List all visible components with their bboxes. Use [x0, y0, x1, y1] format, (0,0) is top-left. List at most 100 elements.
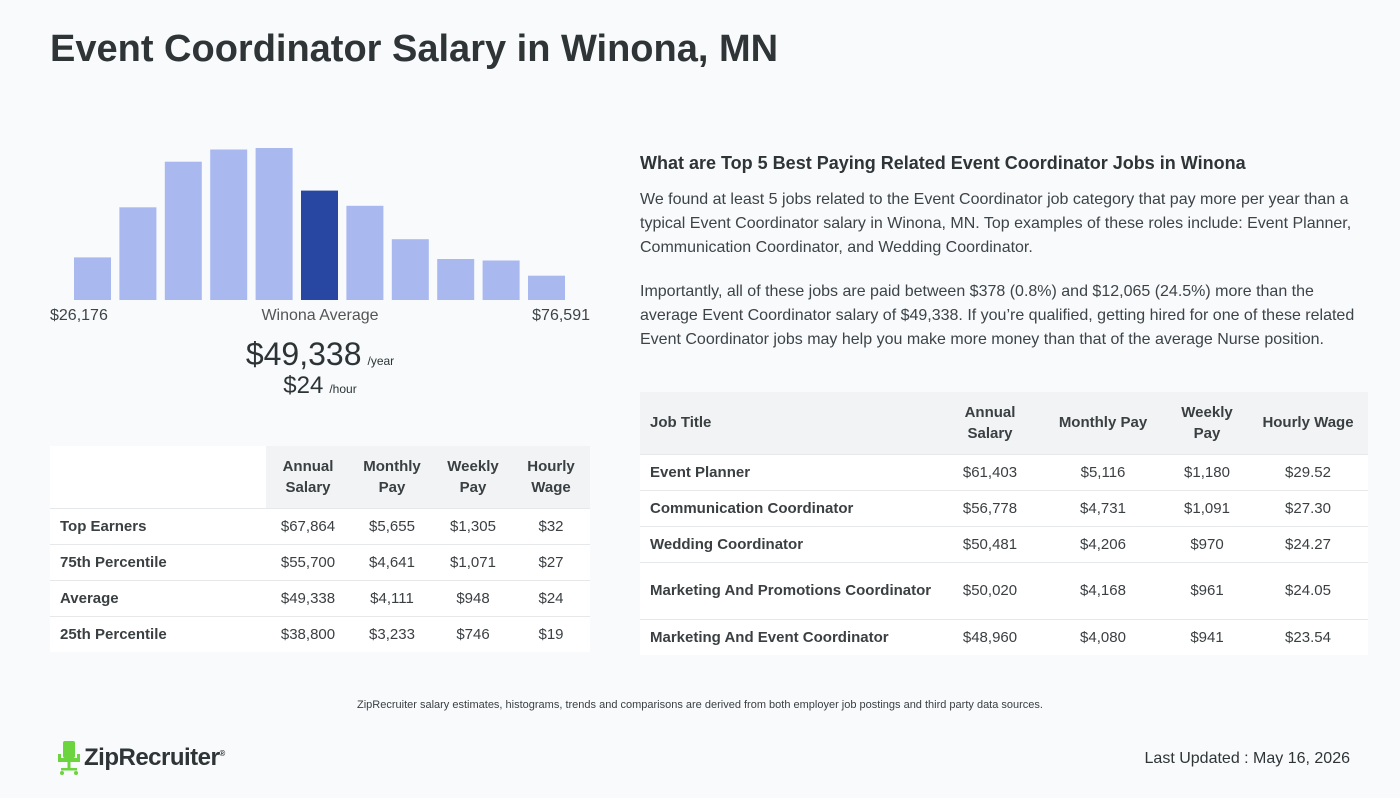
table-cell: $5,655 — [350, 507, 434, 544]
table-cell: $1,180 — [1166, 453, 1248, 490]
table-cell: $24.27 — [1248, 525, 1368, 562]
histogram-bar — [210, 149, 248, 300]
histogram-bar — [437, 259, 475, 300]
histogram-min-label: $26,176 — [50, 307, 108, 324]
table-row: Communication Coordinator $56,778 $4,731 $1… — [640, 489, 1368, 526]
table-cell: $5,116 — [1040, 453, 1166, 490]
row-label: Wedding Coordinator — [640, 525, 940, 562]
header-cell: Job Title — [640, 392, 940, 454]
histogram-chart — [74, 148, 565, 300]
header-cell: Annual Salary — [940, 392, 1040, 454]
table-row: Event Planner $61,403 $5,116 $1,180 $29.52 — [640, 453, 1368, 490]
related-jobs-heading: What are Top 5 Best Paying Related Event… — [640, 153, 1246, 173]
histogram-bar — [164, 161, 202, 300]
table-cell: $4,731 — [1040, 489, 1166, 526]
table-cell: $970 — [1166, 525, 1248, 562]
table-row: 75th Percentile $55,700 $4,641 $1,071 $27 — [50, 543, 590, 580]
row-label: Average — [50, 579, 266, 616]
table-cell: $50,020 — [940, 561, 1040, 619]
disclaimer: ZipRecruiter salary estimates, histogram… — [357, 699, 1043, 711]
histogram-max-label: $76,591 — [532, 307, 590, 324]
table-cell: $55,700 — [266, 543, 350, 580]
table-row: Marketing And Promotions Coordinator $50,… — [640, 561, 1368, 619]
table-cell: $61,403 — [940, 453, 1040, 490]
histogram-bar — [255, 148, 293, 300]
last-updated: Last Updated : May 16, 2026 — [1144, 750, 1350, 767]
header-cell — [50, 446, 266, 508]
ziprecruiter-logo[interactable]: ZipRecruiter® — [58, 740, 225, 776]
row-label: Event Planner — [640, 453, 940, 490]
row-label: Marketing And Event Coordinator — [640, 618, 940, 655]
chair-icon — [58, 741, 80, 775]
row-label: Communication Coordinator — [640, 489, 940, 526]
table-cell: $19 — [512, 615, 590, 652]
histogram-labels: $26,176 Winona Average $76,591 — [50, 307, 590, 327]
table-cell: $27 — [512, 543, 590, 580]
percentile-table-header: Annual Salary Monthly Pay Weekly Pay Hou… — [50, 446, 590, 508]
related-jobs-paragraph-2: Importantly, all of these jobs are paid … — [640, 283, 1355, 348]
histogram-bar — [391, 239, 429, 300]
table-cell: $4,168 — [1040, 561, 1166, 619]
histogram-bar-average — [301, 190, 338, 300]
hourly-pay-unit: /hour — [329, 382, 357, 396]
table-cell: $24 — [512, 579, 590, 616]
table-cell: $23.54 — [1248, 618, 1368, 655]
table-cell: $3,233 — [350, 615, 434, 652]
table-cell: $4,111 — [350, 579, 434, 616]
table-cell: $32 — [512, 507, 590, 544]
row-label: 25th Percentile — [50, 615, 266, 652]
table-row: Top Earners $67,864 $5,655 $1,305 $32 — [50, 507, 590, 544]
table-row: Average $49,338 $4,111 $948 $24 — [50, 579, 590, 616]
header-cell: Weekly Pay — [1166, 392, 1248, 454]
salary-histogram — [50, 130, 590, 300]
registered-mark: ® — [219, 749, 225, 758]
table-cell: $48,960 — [940, 618, 1040, 655]
table-row: 25th Percentile $38,800 $3,233 $746 $19 — [50, 615, 590, 652]
row-label: 75th Percentile — [50, 543, 266, 580]
histogram-bar — [119, 207, 157, 300]
header-cell: Weekly Pay — [434, 446, 512, 508]
table-cell: $1,071 — [434, 543, 512, 580]
annual-pay-unit: /year — [367, 354, 395, 368]
row-label: Top Earners — [50, 507, 266, 544]
table-row: Marketing And Event Coordinator $48,960 $4… — [640, 618, 1368, 655]
annual-pay-value: $49,338 — [245, 336, 362, 372]
histogram-average-label: Winona Average — [261, 307, 379, 324]
table-cell: $948 — [434, 579, 512, 616]
annual-pay: $49,338/year — [50, 336, 590, 373]
hourly-pay: $24/hour — [50, 372, 590, 400]
histogram-bar — [346, 205, 384, 300]
table-cell: $4,206 — [1040, 525, 1166, 562]
table-cell: $24.05 — [1248, 561, 1368, 619]
table-cell: $941 — [1166, 618, 1248, 655]
table-cell: $4,641 — [350, 543, 434, 580]
table-cell: $56,778 — [940, 489, 1040, 526]
table-cell: $67,864 — [266, 507, 350, 544]
header-cell: Monthly Pay — [1040, 392, 1166, 454]
header-cell: Annual Salary — [266, 446, 350, 508]
table-cell: $27.30 — [1248, 489, 1368, 526]
related-jobs-table-header: Job Title Annual Salary Monthly Pay Week… — [640, 392, 1368, 454]
histogram-bar — [482, 260, 520, 300]
table-cell: $49,338 — [266, 579, 350, 616]
table-row: Wedding Coordinator $50,481 $4,206 $970 $24.… — [640, 525, 1368, 562]
table-cell: $50,481 — [940, 525, 1040, 562]
histogram-bar — [528, 275, 565, 300]
table-cell: $746 — [434, 615, 512, 652]
hourly-pay-value: $24 — [283, 372, 324, 399]
table-cell: $38,800 — [266, 615, 350, 652]
page-title: Event Coordinator Salary in Winona, MN — [50, 28, 779, 70]
table-cell: $961 — [1166, 561, 1248, 619]
table-cell: $1,091 — [1166, 489, 1248, 526]
logo-wordmark: ZipRecruiter® — [84, 744, 225, 771]
row-label: Marketing And Promotions Coordinator — [640, 561, 940, 619]
related-jobs-paragraph-1: We found at least 5 jobs related to the … — [640, 191, 1352, 256]
related-jobs-table: Job Title Annual Salary Monthly Pay Week… — [640, 392, 1368, 655]
table-cell: $4,080 — [1040, 618, 1166, 655]
percentile-table: Annual Salary Monthly Pay Weekly Pay Hou… — [50, 446, 590, 652]
header-cell: Monthly Pay — [350, 446, 434, 508]
header-cell: Hourly Wage — [1248, 392, 1368, 454]
histogram-bar — [74, 257, 111, 300]
header-cell: Hourly Wage — [512, 446, 590, 508]
table-cell: $1,305 — [434, 507, 512, 544]
